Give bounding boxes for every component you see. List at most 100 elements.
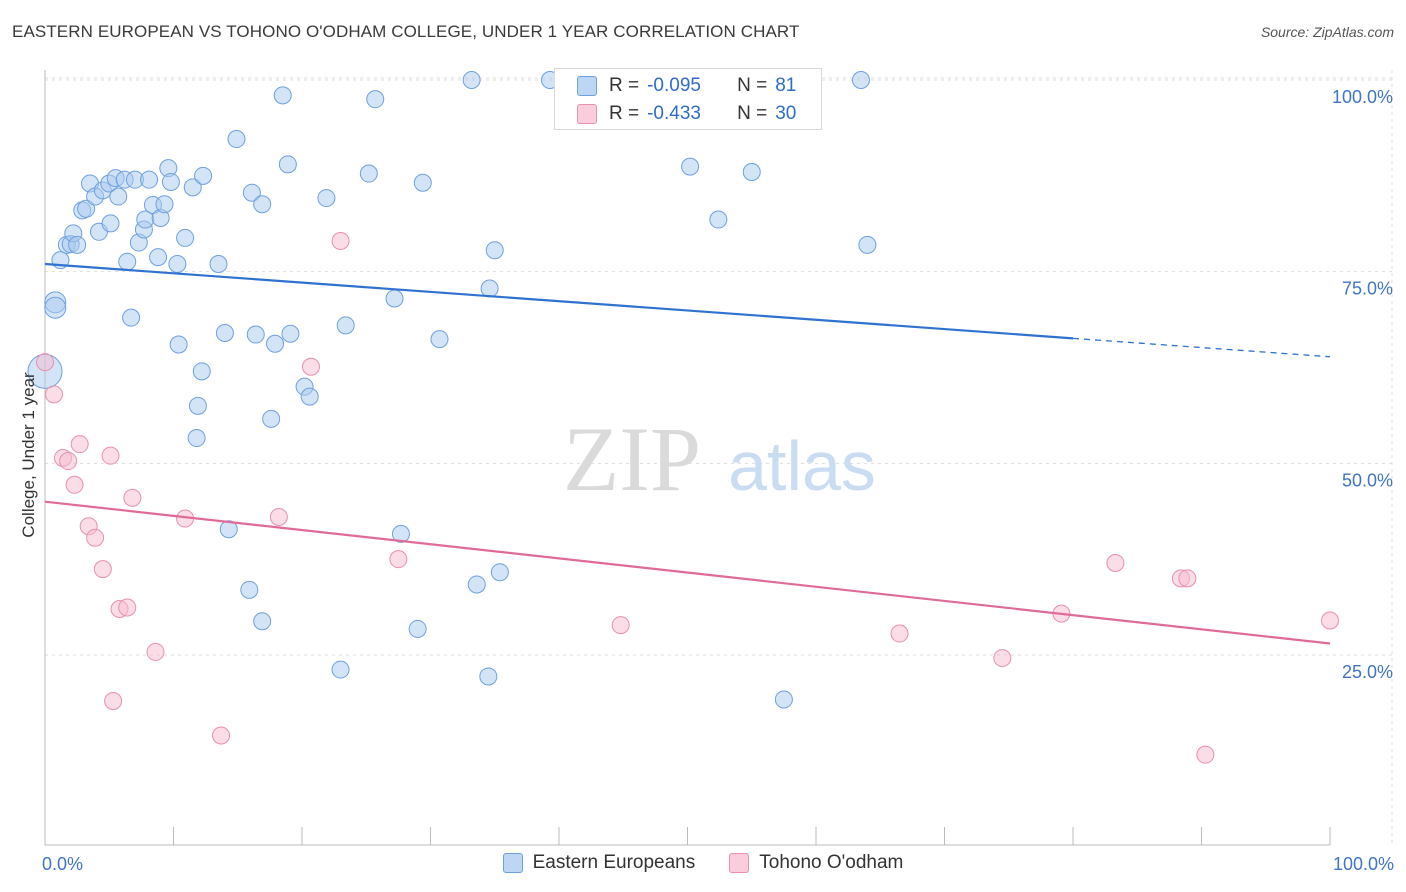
- y-axis-label: College, Under 1 year: [19, 372, 38, 538]
- point-eastern-europeans: [169, 335, 188, 354]
- point-eastern-europeans: [485, 241, 504, 260]
- point-eastern-europeans: [490, 563, 509, 582]
- stats-legend-box: R = -0.095 N = 81 R = -0.433 N = 30: [554, 68, 822, 130]
- stats-r-value: -0.095: [647, 75, 701, 96]
- point-tohono-oodham: [93, 560, 112, 579]
- x-tick-label: 100.0%: [1333, 854, 1394, 874]
- watermark: ZIP atlas: [563, 408, 876, 510]
- point-eastern-europeans: [430, 330, 449, 349]
- legend-entry-tohono-oodham: Tohono O'odham: [729, 852, 903, 874]
- stats-r-value: -0.433: [647, 103, 701, 124]
- point-tohono-oodham: [1106, 554, 1125, 572]
- grid-layer: [45, 70, 1393, 845]
- point-tohono-oodham: [1321, 611, 1339, 630]
- point-eastern-europeans: [300, 387, 319, 406]
- legend-swatch-blue: [502, 853, 523, 873]
- point-eastern-europeans: [385, 289, 404, 308]
- point-eastern-europeans: [742, 163, 761, 181]
- point-eastern-europeans: [168, 255, 187, 273]
- point-eastern-europeans: [317, 189, 336, 208]
- chart-title: EASTERN EUROPEAN VS TOHONO O'ODHAM COLLE…: [12, 22, 800, 41]
- stats-swatch-blue: [577, 76, 597, 96]
- point-eastern-europeans: [77, 199, 96, 218]
- trend-layer: [44, 262, 1331, 645]
- point-eastern-europeans: [408, 619, 427, 638]
- point-tohono-oodham: [890, 624, 909, 643]
- point-eastern-europeans: [462, 71, 481, 89]
- point-eastern-europeans: [278, 155, 297, 174]
- point-tohono-oodham: [70, 435, 89, 454]
- point-eastern-europeans: [68, 235, 87, 254]
- point-eastern-europeans: [122, 308, 141, 327]
- point-eastern-europeans: [253, 612, 272, 631]
- point-eastern-europeans: [183, 178, 202, 197]
- stats-n-value: 30: [775, 103, 797, 124]
- point-eastern-europeans: [192, 362, 211, 381]
- point-tohono-oodham: [101, 446, 120, 465]
- stats-n-label: N =: [737, 103, 768, 124]
- point-eastern-europeans: [467, 575, 486, 594]
- axis-layer: 25.0% 50.0% 75.0% 100.0% 0.0% 100.0%: [42, 70, 1394, 874]
- point-eastern-europeans: [331, 660, 350, 679]
- point-tohono-oodham: [59, 452, 78, 471]
- point-tohono-oodham: [146, 642, 165, 661]
- point-tohono-oodham: [1178, 569, 1197, 588]
- point-eastern-europeans: [194, 166, 213, 185]
- legend-swatch-pink: [729, 853, 750, 873]
- stats-n-label: N =: [737, 75, 768, 96]
- point-eastern-europeans: [155, 195, 174, 214]
- trendline-eastern-europeans-extension: [1072, 337, 1331, 358]
- y-tick-label: 100.0%: [1332, 87, 1393, 107]
- point-eastern-europeans: [709, 210, 728, 229]
- point-eastern-europeans: [219, 520, 238, 539]
- trendline-tohono-oodham: [44, 500, 1331, 645]
- stats-swatch-pink: [577, 104, 597, 124]
- stats-row-tohono-oodham: R = -0.433 N = 30: [577, 102, 796, 126]
- point-eastern-europeans: [266, 334, 285, 353]
- y-tick-label: 75.0%: [1342, 279, 1393, 299]
- watermark-zip: ZIP: [563, 408, 701, 510]
- point-eastern-europeans: [44, 296, 67, 319]
- point-tohono-oodham: [331, 232, 350, 250]
- legend-label-tohono-oodham: Tohono O'odham: [759, 852, 904, 873]
- legend-entry-eastern-europeans: Eastern Europeans: [502, 852, 696, 874]
- legend-label-eastern-europeans: Eastern Europeans: [532, 852, 696, 873]
- stats-n-value: 81: [775, 75, 797, 96]
- point-eastern-europeans: [109, 187, 128, 206]
- source-label: Source: ZipAtlas.com: [1260, 24, 1394, 40]
- stats-row-eastern-europeans: R = -0.095 N = 81: [577, 74, 796, 98]
- point-tohono-oodham: [123, 488, 142, 507]
- point-eastern-europeans: [359, 164, 378, 183]
- point-eastern-europeans: [253, 195, 272, 214]
- series-tohono-oodham-points: [36, 232, 1339, 764]
- point-eastern-europeans: [681, 157, 700, 176]
- point-tohono-oodham: [301, 357, 320, 376]
- point-eastern-europeans: [366, 90, 385, 109]
- point-eastern-europeans: [774, 690, 793, 709]
- point-tohono-oodham: [36, 353, 54, 372]
- point-tohono-oodham: [65, 475, 84, 494]
- point-eastern-europeans: [101, 214, 120, 233]
- point-eastern-europeans: [215, 324, 234, 342]
- point-eastern-europeans: [480, 279, 499, 298]
- point-eastern-europeans: [413, 173, 432, 192]
- point-eastern-europeans: [262, 409, 281, 428]
- bottom-legend: Eastern Europeans Tohono O'odham: [0, 852, 1406, 874]
- point-eastern-europeans: [240, 580, 259, 599]
- point-eastern-europeans: [479, 667, 498, 686]
- point-eastern-europeans: [336, 316, 355, 335]
- point-eastern-europeans: [187, 429, 206, 448]
- series-eastern-europeans-points: [27, 71, 877, 709]
- point-eastern-europeans: [209, 255, 228, 273]
- point-eastern-europeans: [246, 325, 265, 344]
- y-tick-label: 25.0%: [1342, 662, 1393, 682]
- y-tick-label: 50.0%: [1342, 470, 1393, 490]
- point-tohono-oodham: [389, 550, 408, 569]
- point-tohono-oodham: [1196, 745, 1215, 764]
- stats-r-label: R =: [609, 75, 640, 96]
- point-tohono-oodham: [212, 726, 231, 745]
- point-tohono-oodham: [993, 649, 1012, 668]
- point-eastern-europeans: [851, 71, 870, 89]
- point-tohono-oodham: [86, 528, 105, 547]
